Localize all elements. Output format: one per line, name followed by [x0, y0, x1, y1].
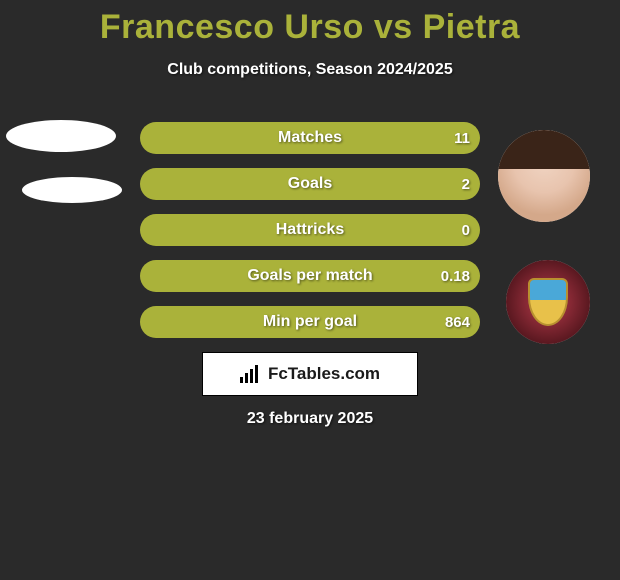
comparison-bars: Matches11 Goals2 Hattricks0 Goals per match…: [140, 122, 480, 352]
club-crest-icon: [506, 260, 590, 344]
bar-row: Goals per match0.18: [140, 260, 480, 292]
right-player-avatar: [498, 130, 590, 222]
bar-right-segment: [140, 168, 480, 200]
bar-row: Goals2: [140, 168, 480, 200]
bar-right-segment: [140, 214, 480, 246]
subtitle: Club competitions, Season 2024/2025: [0, 61, 620, 79]
player-face-icon: [498, 130, 590, 222]
bar-right-segment: [140, 122, 480, 154]
shield-icon: [528, 278, 568, 326]
left-club-avatar: [22, 177, 122, 203]
bar-row: Matches11: [140, 122, 480, 154]
player-hair-icon: [498, 130, 590, 169]
footer-date: 23 february 2025: [0, 410, 620, 428]
bar-chart-icon: [240, 365, 262, 383]
brand-text: FcTables.com: [268, 364, 380, 384]
left-player-avatar: [6, 120, 116, 152]
bar-right-segment: [140, 260, 480, 292]
right-club-avatar: [506, 260, 590, 344]
bar-row: Hattricks0: [140, 214, 480, 246]
brand-badge[interactable]: FcTables.com: [202, 352, 418, 396]
bar-right-segment: [140, 306, 480, 338]
bar-row: Min per goal864: [140, 306, 480, 338]
page-title: Francesco Urso vs Pietra: [0, 0, 620, 47]
